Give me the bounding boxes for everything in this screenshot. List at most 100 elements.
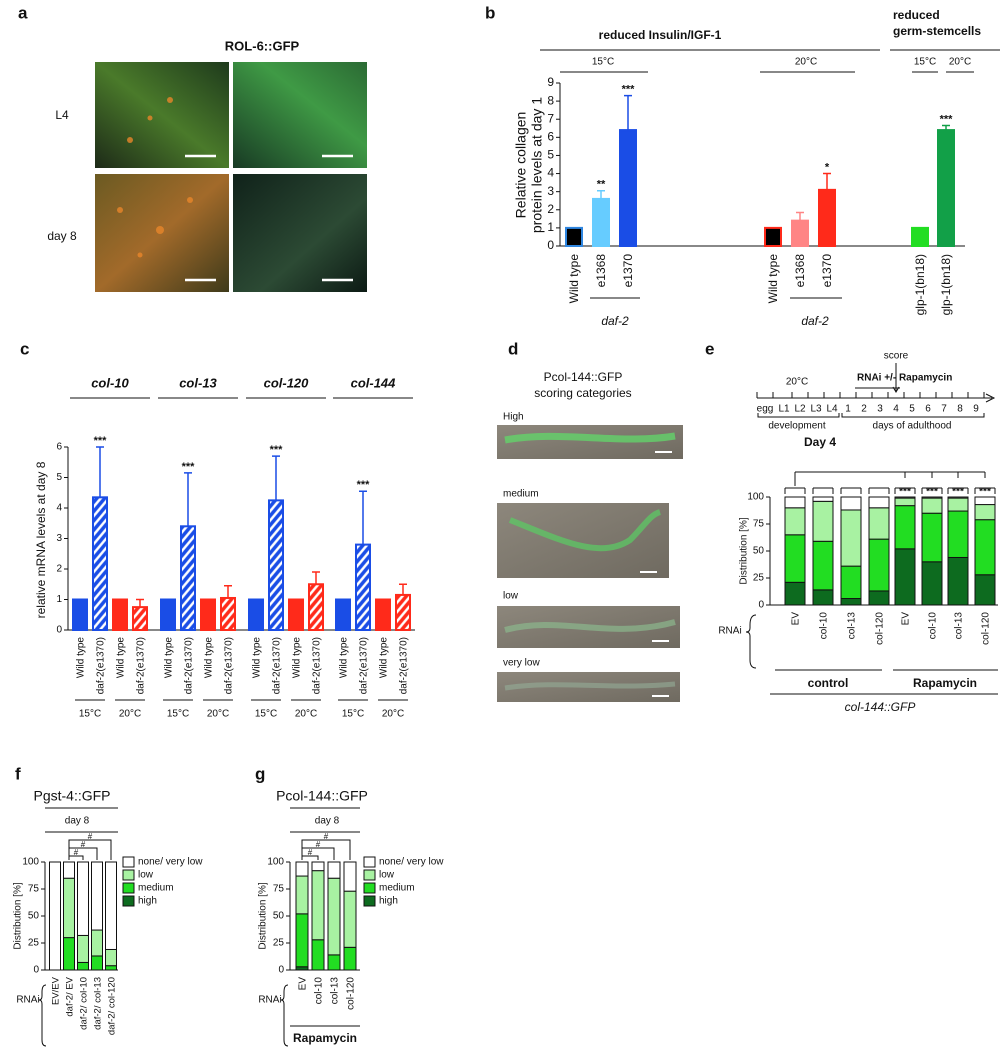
x-tick-label: col-120: [981, 612, 992, 645]
stage-label: 2: [861, 404, 867, 415]
bar-segment: [77, 934, 89, 963]
legend-label: none/ very low: [379, 857, 444, 868]
significance: ***: [952, 487, 964, 498]
temperature-label: 15°C: [255, 709, 277, 720]
temperature-label: 15°C: [914, 57, 936, 68]
bar-segment: [894, 505, 916, 550]
group-title: germ-stemcells: [893, 24, 981, 38]
micrographs: [95, 62, 367, 292]
bar-segment: [868, 496, 890, 509]
x-tick-label: daf-2(e1370): [96, 637, 107, 694]
bar-segment: [812, 589, 834, 606]
panel-letter: d: [508, 339, 518, 358]
bar-segment: [947, 556, 969, 606]
row-label: L4: [55, 108, 69, 122]
x-tick-label: Wild type: [567, 254, 581, 304]
significance: ***: [940, 113, 954, 125]
y-tick-label: 2: [56, 564, 62, 575]
y-axis-label: Relative collagen: [513, 112, 529, 219]
group-title: reduced Insulin/IGF-1: [599, 28, 722, 42]
bar-segment: [921, 496, 943, 499]
y-axis-label: relative mRNA levels at day 8: [34, 461, 48, 618]
stage-label: egg: [757, 404, 774, 415]
x-tick-label: Wild type: [292, 637, 303, 679]
genotype-label: daf-2: [801, 314, 829, 328]
temperature-label: 20°C: [382, 709, 404, 720]
y-axis-label: Distribution [%]: [258, 882, 269, 949]
bar-segment: [812, 496, 834, 502]
bar-segment: [784, 581, 806, 606]
x-tick-label: glp-1(bn18): [913, 254, 927, 315]
category-label: low: [503, 591, 519, 602]
x-tick-label: col-13: [954, 612, 965, 640]
bar: [92, 496, 108, 632]
y-tick-label: 4: [547, 166, 554, 180]
worm-images: [497, 425, 683, 702]
x-tick-label: Wild type: [204, 637, 215, 679]
gene-label: col-13: [179, 375, 217, 390]
bar-segment: [327, 861, 341, 879]
bar-segment: [784, 507, 806, 536]
worm-image: [497, 425, 683, 459]
bar-segment: [327, 877, 341, 956]
bar-segment: [311, 939, 325, 971]
temperature-label: 20°C: [949, 57, 971, 68]
temperature-label: 15°C: [79, 709, 101, 720]
bracket: [280, 984, 289, 1047]
significance: #: [81, 840, 86, 849]
x-tick-label: col-120: [875, 612, 886, 645]
x-tick-label: daf-2/ col-13: [93, 977, 104, 1030]
bar-segment: [840, 598, 862, 606]
bar-segment: [868, 507, 890, 540]
x-tick-label: e1370: [621, 254, 635, 288]
significance: #: [316, 840, 321, 849]
panel-letter: f: [15, 764, 21, 783]
scale-bars: [640, 451, 672, 697]
y-tick-label: 6: [56, 442, 62, 453]
chart-subtitle: day 8: [65, 816, 90, 827]
treatment-label: control: [808, 676, 849, 690]
bar: [764, 226, 782, 247]
bracket: [38, 984, 47, 1047]
micrograph: [233, 174, 367, 292]
y-tick-label: 25: [753, 573, 765, 584]
x-tick-label: Wild type: [76, 637, 87, 679]
significance: **: [597, 179, 606, 191]
stage-label: 6: [925, 404, 931, 415]
significance: ***: [899, 487, 911, 498]
x-tick-label: daf-2/ col-10: [79, 977, 90, 1030]
bar: [112, 598, 128, 631]
rnai-label: RNAi: [16, 995, 39, 1006]
bar-segment: [295, 913, 309, 968]
micrograph: [95, 62, 229, 168]
stage-label: L3: [810, 404, 822, 415]
legend-swatch: [363, 895, 376, 907]
y-tick-label: 2: [547, 202, 554, 216]
y-tick-label: 50: [273, 911, 285, 922]
y-axis-label: Distribution [%]: [13, 882, 24, 949]
significance: ***: [979, 487, 991, 498]
x-tick-label: col-120: [346, 977, 357, 1010]
temperature-label: 20°C: [207, 709, 229, 720]
bar-segment: [921, 497, 943, 514]
bar-segment: [295, 861, 309, 877]
bar: [132, 606, 148, 631]
error-bar: [399, 583, 407, 595]
error-bar: [942, 124, 950, 131]
chart-title: Pcol-144::GFP: [276, 788, 368, 804]
category-label: very low: [503, 658, 540, 669]
bar-segment: [894, 548, 916, 606]
error-bar: [184, 472, 192, 527]
legend-swatch: [122, 882, 135, 894]
y-tick-label: 1: [547, 220, 554, 234]
bar-segment: [77, 861, 89, 936]
stage-label: 7: [941, 404, 947, 415]
legend-label: none/ very low: [138, 857, 203, 868]
spots: [117, 97, 193, 258]
x-tick-label: daf-2(e1370): [272, 637, 283, 694]
legend-label: medium: [379, 883, 415, 894]
bar: [791, 219, 809, 247]
